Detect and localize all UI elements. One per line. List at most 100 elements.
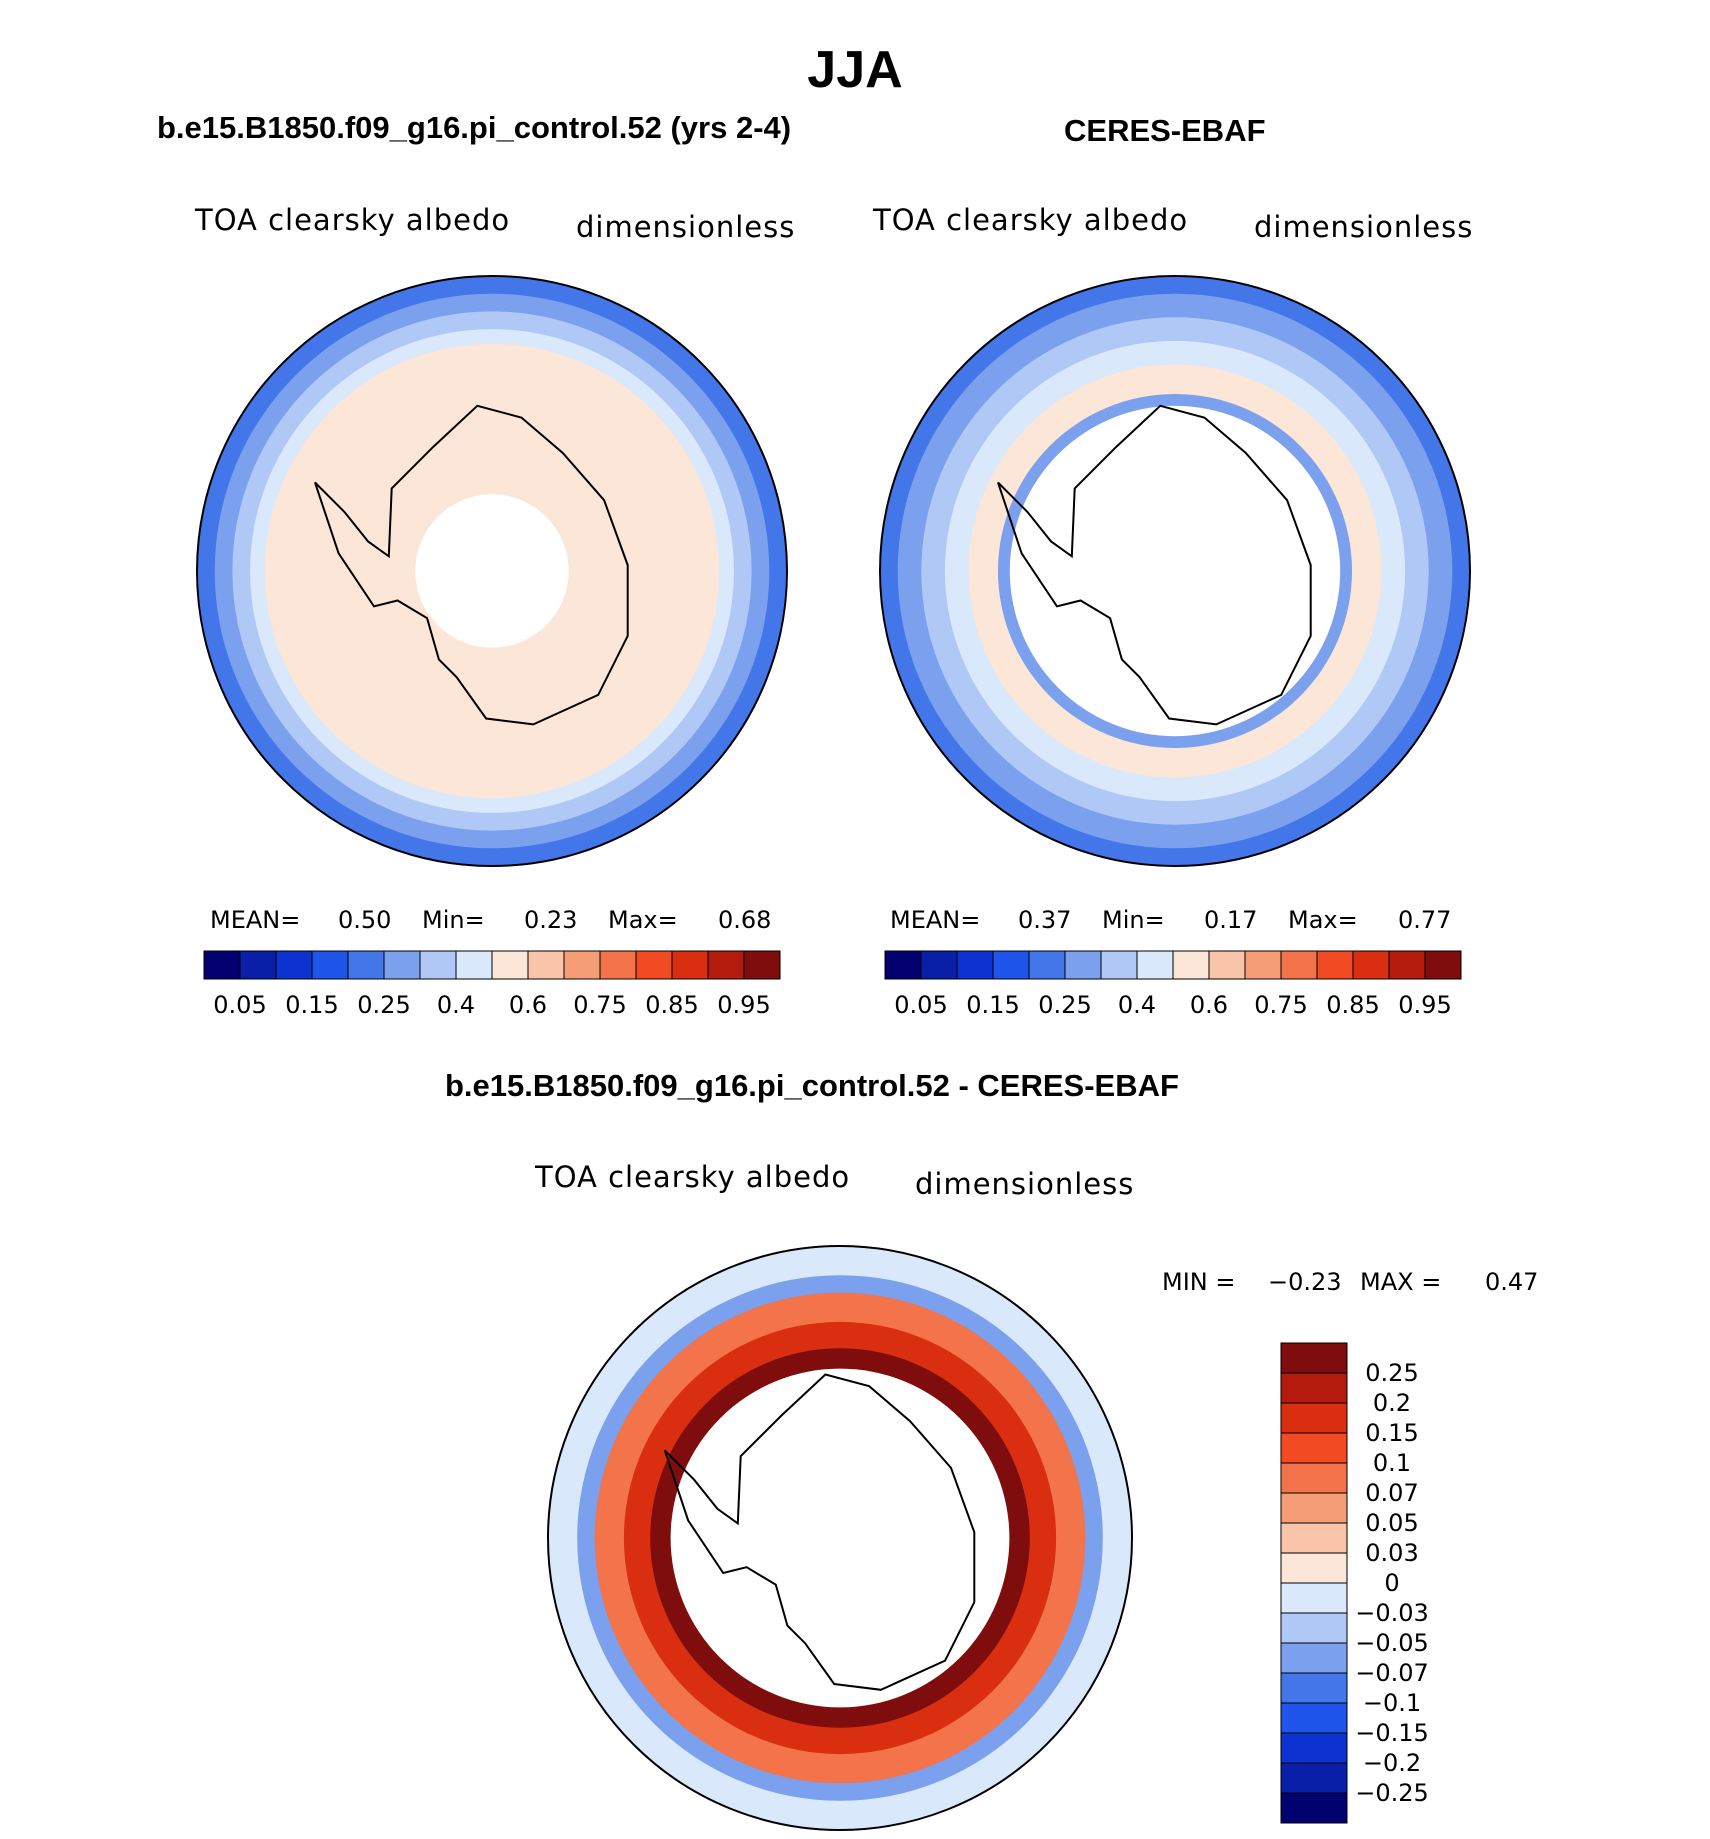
panel1-colorbar-box-12 xyxy=(635,950,673,980)
panel3-colorbar-label-13: −0.2 xyxy=(1363,1749,1421,1777)
panel3-title: b.e15.B1850.f09_g16.pi_control.52 - CERE… xyxy=(445,1068,1179,1103)
panel2-colorbar-box-6 xyxy=(1100,950,1138,980)
panel1-coastline xyxy=(314,404,629,726)
panel3-colorbar-box-14 xyxy=(1280,1762,1348,1794)
panel1-colorbar-box-9 xyxy=(527,950,565,980)
panel2-max-value: 0.77 xyxy=(1398,906,1452,934)
panel1-units-label: dimensionless xyxy=(576,210,796,244)
panel3-coastline xyxy=(663,1373,976,1691)
panel3-colorbar-label-1: 0.2 xyxy=(1373,1389,1411,1417)
panel2-mean-value: 0.37 xyxy=(1018,906,1072,934)
panel3-max-label: MAX = xyxy=(1360,1268,1442,1296)
panel2-units-label: dimensionless xyxy=(1254,210,1474,244)
panel1-colorbar-box-1 xyxy=(239,950,277,980)
panel1-max-value: 0.68 xyxy=(718,906,772,934)
panel1-colorbar-box-5 xyxy=(383,950,421,980)
panel1-mean-label: MEAN= xyxy=(210,906,301,934)
panel1-colorbar-label-0: 0.05 xyxy=(213,991,266,1019)
panel3-colorbar-box-10 xyxy=(1280,1642,1348,1674)
panel3-variable-label: TOA clearsky albedo xyxy=(535,1160,851,1194)
panel1-colorbar-box-6 xyxy=(419,950,457,980)
panel1-colorbar-box-8 xyxy=(491,950,529,980)
panel1-map-border xyxy=(196,275,788,867)
panel3-colorbar-label-3: 0.1 xyxy=(1373,1449,1411,1477)
panel2-colorbar-box-10 xyxy=(1244,950,1282,980)
panel3-colorbar-box-4 xyxy=(1280,1462,1348,1494)
panel2-colorbar-box-5 xyxy=(1064,950,1102,980)
panel2-colorbar-box-7 xyxy=(1136,950,1174,980)
panel1-ring-6 xyxy=(415,494,569,648)
panel3-colorbar-box-13 xyxy=(1280,1732,1348,1764)
panel2-coastline xyxy=(997,404,1312,726)
panel2-mean-label: MEAN= xyxy=(890,906,981,934)
panel1-min-label: Min= xyxy=(422,906,485,934)
panel1-colorbar-label-3: 0.4 xyxy=(437,991,475,1019)
panel2-min-label: Min= xyxy=(1102,906,1165,934)
panel2-colorbar-label-6: 0.85 xyxy=(1326,991,1379,1019)
panel3-colorbar-box-7 xyxy=(1280,1552,1348,1584)
panel2-colorbar-box-2 xyxy=(956,950,994,980)
panel2-colorbar-label-4: 0.6 xyxy=(1190,991,1228,1019)
panel2-colorbar-label-5: 0.75 xyxy=(1254,991,1307,1019)
panel2-colorbar-box-14 xyxy=(1388,950,1426,980)
panel1-colorbar-label-2: 0.25 xyxy=(357,991,410,1019)
panel1-variable-label: TOA clearsky albedo xyxy=(195,203,511,237)
panel1-colorbar-box-13 xyxy=(671,950,709,980)
panel3-colorbar-label-12: −0.15 xyxy=(1355,1719,1429,1747)
panel1-max-label: Max= xyxy=(608,906,678,934)
panel1-colorbar-box-10 xyxy=(563,950,601,980)
panel2-min-value: 0.17 xyxy=(1204,906,1258,934)
panel1-colorbar-label-7: 0.95 xyxy=(717,991,770,1019)
panel3-colorbar-box-9 xyxy=(1280,1612,1348,1644)
panel2-colorbar-label-3: 0.4 xyxy=(1118,991,1156,1019)
panel1-colorbar-box-15 xyxy=(743,950,781,980)
panel3-colorbar-label-8: −0.03 xyxy=(1355,1599,1429,1627)
panel1-colorbar-box-0 xyxy=(203,950,241,980)
panel3-colorbar-box-0 xyxy=(1280,1342,1348,1374)
panel3-colorbar-box-6 xyxy=(1280,1522,1348,1554)
panel3-colorbar-label-6: 0.03 xyxy=(1365,1539,1418,1567)
panel3-colorbar-box-8 xyxy=(1280,1582,1348,1614)
panel3-colorbar-label-4: 0.07 xyxy=(1365,1479,1418,1507)
panel2-colorbar-box-11 xyxy=(1280,950,1318,980)
panel3-min-value: −0.23 xyxy=(1268,1268,1342,1296)
panel2-colorbar-box-8 xyxy=(1172,950,1210,980)
panel1-colorbar-box-11 xyxy=(599,950,637,980)
panel3-colorbar-box-15 xyxy=(1280,1792,1348,1824)
panel1-colorbar-box-3 xyxy=(311,950,349,980)
panel3-colorbar-label-11: −0.1 xyxy=(1363,1689,1421,1717)
panel1-colorbar-label-5: 0.75 xyxy=(573,991,626,1019)
panel2-colorbar-box-0 xyxy=(884,950,922,980)
panel3-colorbar-box-11 xyxy=(1280,1672,1348,1704)
figure-title: JJA xyxy=(807,41,903,99)
panel3-map-border xyxy=(547,1245,1133,1831)
panel1-colorbar-box-2 xyxy=(275,950,313,980)
panel2-colorbar-box-13 xyxy=(1352,950,1390,980)
panel2-variable-label: TOA clearsky albedo xyxy=(873,203,1189,237)
panel3-colorbar-label-7: 0 xyxy=(1384,1569,1399,1597)
panel3-colorbar-box-1 xyxy=(1280,1372,1348,1404)
panel3-min-label: MIN = xyxy=(1162,1268,1236,1296)
panel3-colorbar-label-10: −0.07 xyxy=(1355,1659,1429,1687)
panel2-colorbar-label-1: 0.15 xyxy=(966,991,1019,1019)
panel2-colorbar-box-15 xyxy=(1424,950,1462,980)
panel3-colorbar-label-0: 0.25 xyxy=(1365,1359,1418,1387)
panel3-max-value: 0.47 xyxy=(1485,1268,1539,1296)
panel3-ring-5 xyxy=(670,1368,1010,1708)
panel3-colorbar-box-3 xyxy=(1280,1432,1348,1464)
panel1-min-value: 0.23 xyxy=(524,906,578,934)
panel2-map-border xyxy=(879,275,1471,867)
panel1-colorbar-box-4 xyxy=(347,950,385,980)
panel2-colorbar-box-4 xyxy=(1028,950,1066,980)
panel3-colorbar-label-2: 0.15 xyxy=(1365,1419,1418,1447)
panel1-mean-value: 0.50 xyxy=(338,906,392,934)
panel3-colorbar-box-2 xyxy=(1280,1402,1348,1434)
panel3-colorbar-label-14: −0.25 xyxy=(1355,1779,1429,1807)
panel2-colorbar-box-3 xyxy=(992,950,1030,980)
panel3-colorbar-label-9: −0.05 xyxy=(1355,1629,1429,1657)
panel1-colorbar-label-1: 0.15 xyxy=(285,991,338,1019)
panel3-colorbar-label-5: 0.05 xyxy=(1365,1509,1418,1537)
panel1-colorbar-box-7 xyxy=(455,950,493,980)
panel2-colorbar-box-1 xyxy=(920,950,958,980)
